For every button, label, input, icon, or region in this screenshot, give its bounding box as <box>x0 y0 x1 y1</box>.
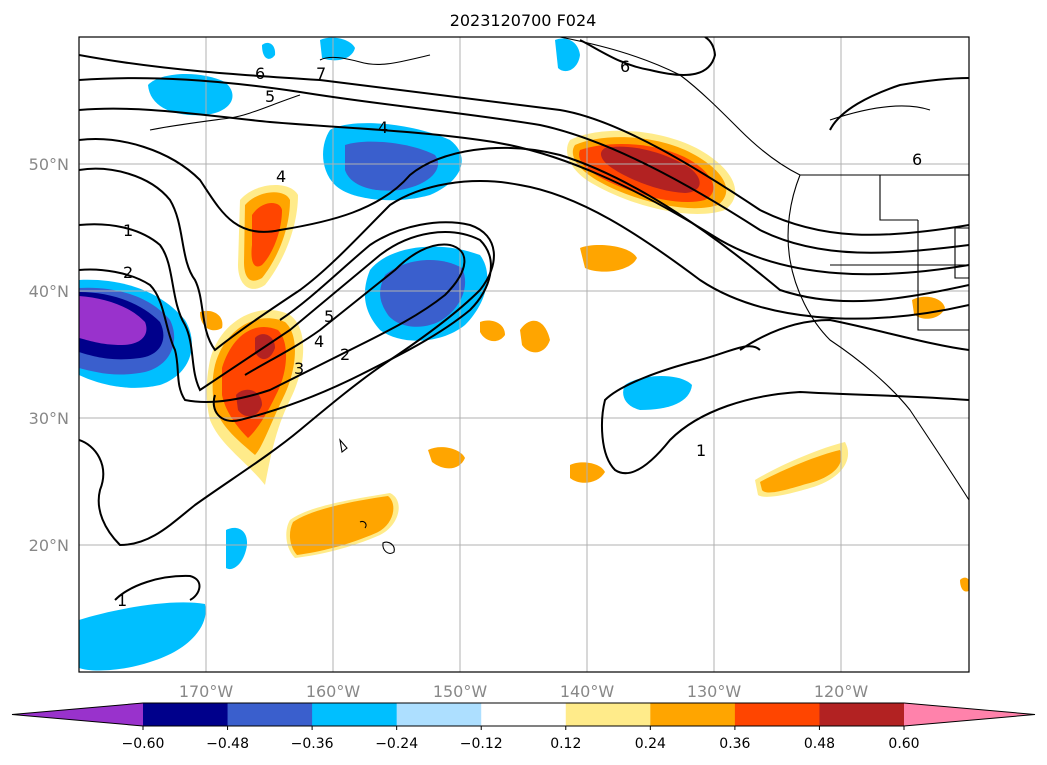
colorbar-tick-label: −0.48 <box>206 736 249 752</box>
lon-label: 150°W <box>433 682 488 701</box>
colorbar-box <box>396 703 482 726</box>
lat-label: 20°N <box>29 536 69 555</box>
colorbar-extend-low <box>12 703 143 726</box>
lon-label: 170°W <box>179 682 234 701</box>
colorbar-box <box>227 703 313 726</box>
colorbar-box <box>312 703 398 726</box>
contour-label: 4 <box>314 332 324 351</box>
map-area: 6 7 5 4 6 6 4 1 2 5 4 2 3 1 1 <box>79 37 969 672</box>
contour-label: 1 <box>123 221 133 240</box>
contour-label: 4 <box>276 167 286 186</box>
map-frame <box>78 36 970 673</box>
colorbar-box <box>481 703 567 726</box>
contour-label: 4 <box>378 118 388 137</box>
lat-label: 50°N <box>29 155 69 174</box>
contour-label: 1 <box>117 591 127 610</box>
colorbar-tick-label: 0.36 <box>719 736 750 752</box>
lat-labels: 20°N 30°N 40°N 50°N <box>29 155 69 555</box>
contour-label: 1 <box>696 441 706 460</box>
contour-lines <box>79 37 969 601</box>
lon-label: 160°W <box>306 682 361 701</box>
contour-label: 6 <box>255 64 265 83</box>
contour-label: 7 <box>316 64 326 83</box>
lon-label: 140°W <box>560 682 615 701</box>
colorbar-box <box>650 703 736 726</box>
colorbar-extend-high <box>904 703 1035 726</box>
grid-lines <box>79 37 969 672</box>
colorbar-tick-label: 0.60 <box>888 736 919 752</box>
colorbar-tick-label: 0.12 <box>550 736 581 752</box>
colorbar-box <box>734 703 820 726</box>
lon-label: 130°W <box>687 682 742 701</box>
contour-label: 6 <box>912 150 922 169</box>
contour-label-layer: 6 7 5 4 6 6 4 1 2 5 4 2 3 1 1 <box>117 57 922 610</box>
colorbar-tick-label: −0.60 <box>122 736 165 752</box>
contour-label: 2 <box>340 345 350 364</box>
colorbar-box <box>143 703 229 726</box>
colorbar-tick-label: −0.12 <box>460 736 503 752</box>
shading-layer <box>79 37 969 671</box>
lat-label: 40°N <box>29 282 69 301</box>
colorbar: −0.60 −0.48 −0.36 −0.24 −0.12 0.12 0.24 0.36 0.4… <box>11 702 1036 752</box>
contour-label: 6 <box>620 57 630 76</box>
lon-labels: 170°W 160°W 150°W 140°W 130°W 120°W <box>179 682 869 701</box>
plot-title: 2023120700 F024 <box>450 11 597 30</box>
colorbar-tick-label: −0.24 <box>375 736 418 752</box>
shade-neg-north <box>148 74 233 116</box>
lat-label: 30°N <box>29 409 69 428</box>
colorbar-tick-label: 0.48 <box>804 736 835 752</box>
colorbar-tick-label: 0.24 <box>635 736 666 752</box>
colorbar-box <box>565 703 651 726</box>
contour-label: 3 <box>294 359 304 378</box>
contour-label: 2 <box>123 263 133 282</box>
lon-label: 120°W <box>814 682 869 701</box>
colorbar-tick-label: −0.36 <box>291 736 334 752</box>
colorbar-box <box>819 703 905 726</box>
contour-label: 5 <box>324 307 334 326</box>
contour-label: 5 <box>265 87 275 106</box>
